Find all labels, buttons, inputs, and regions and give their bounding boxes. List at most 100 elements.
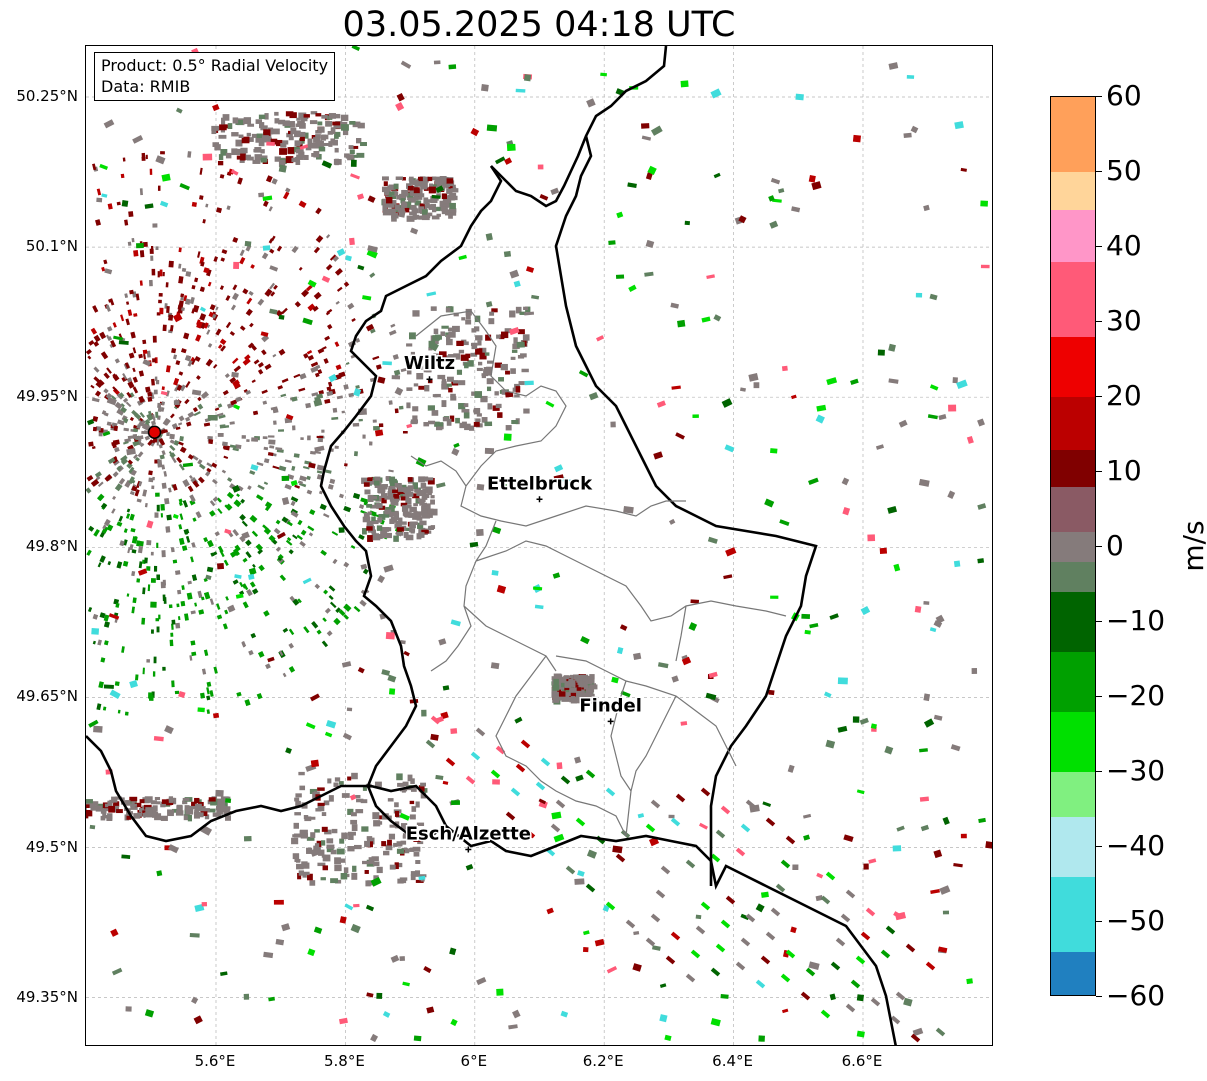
echo-pixel	[448, 331, 456, 338]
echo-pixel	[688, 622, 698, 631]
echo-pixel	[288, 642, 294, 649]
echo-pixel	[135, 674, 139, 681]
echo-pixel	[381, 497, 387, 504]
echo-pixel	[816, 872, 824, 879]
echo-pixel	[781, 365, 788, 372]
map-panel[interactable]: Wiltz Ettelbruck Findel Esch/Alzette	[85, 45, 993, 1046]
echo-pixel	[156, 574, 161, 580]
echo-pixel	[338, 1017, 348, 1025]
echo-pixel	[280, 143, 287, 148]
echo-pixel	[896, 825, 905, 832]
echo-pixel	[310, 366, 319, 373]
echo-pixel	[574, 756, 582, 764]
echo-pixel	[448, 64, 457, 70]
echo-pixel	[615, 274, 625, 279]
echo-pixel	[351, 772, 358, 780]
echo-pixel	[95, 219, 101, 226]
echo-pixel	[104, 268, 113, 275]
echo-pixel	[447, 194, 456, 201]
echo-pixel	[169, 444, 176, 452]
echo-pixel	[386, 532, 392, 539]
echo-pixel	[770, 177, 781, 185]
echo-pixel	[952, 377, 958, 384]
echo-pixel	[710, 1018, 721, 1027]
canton-boundaries	[410, 310, 787, 837]
echo-pixel	[659, 1014, 668, 1023]
echo-pixel	[123, 427, 130, 432]
echo-pixel	[216, 811, 223, 815]
echo-pixel	[222, 445, 227, 450]
echo-pixel	[388, 184, 395, 189]
echo-pixel	[491, 526, 502, 535]
echo-pixel	[94, 471, 102, 478]
echo-pixel	[309, 693, 320, 702]
echo-pixel	[423, 422, 430, 427]
echo-pixel	[328, 373, 338, 383]
echo-pixel	[299, 830, 305, 836]
echo-pixel	[232, 484, 241, 493]
colorbar-segment	[1051, 952, 1095, 995]
echo-pixel	[129, 490, 135, 496]
echo-pixel	[740, 823, 751, 833]
echo-pixel	[558, 696, 567, 701]
echo-pixel	[301, 116, 308, 122]
echo-pixel	[350, 159, 357, 167]
echo-pixel	[261, 349, 267, 356]
echo-pixel	[126, 377, 133, 383]
echo-pixel	[735, 961, 746, 971]
echo-pixel	[120, 406, 128, 414]
echo-pixel	[755, 979, 766, 989]
echo-pixel	[382, 485, 388, 490]
echo-pixel	[127, 435, 135, 440]
echo-pixel	[947, 490, 956, 499]
echo-pixel	[476, 528, 484, 537]
echo-pixel	[942, 910, 950, 915]
echo-pixel	[298, 771, 305, 776]
echo-pixel	[347, 302, 355, 310]
echo-pixel	[357, 666, 365, 674]
echo-pixel	[201, 901, 208, 907]
echo-pixel	[161, 386, 165, 391]
echo-pixel	[99, 555, 106, 563]
echo-pixel	[291, 396, 298, 402]
echo-pixel	[214, 144, 221, 151]
echo-pixel	[249, 470, 256, 476]
echo-pixel	[152, 223, 158, 228]
echo-pixel	[162, 271, 165, 277]
echo-pixel	[262, 436, 268, 440]
echo-pixel	[306, 873, 313, 881]
echo-pixel	[250, 464, 259, 471]
echo-pixel	[413, 207, 418, 213]
echo-pixel	[405, 527, 413, 531]
echo-pixel	[257, 362, 264, 368]
echo-pixel	[522, 334, 530, 341]
echo-pixel	[670, 302, 680, 309]
echo-pixel	[310, 832, 316, 838]
echo-pixel	[332, 139, 338, 146]
echo-pixel	[185, 807, 194, 815]
echo-pixel	[184, 355, 192, 362]
echo-pixel	[391, 212, 399, 219]
echo-pixel	[442, 197, 451, 204]
echo-pixel	[102, 430, 111, 437]
echo-pixel	[491, 570, 499, 576]
echo-pixel	[346, 707, 353, 712]
echo-pixel	[263, 951, 274, 959]
echo-pixel	[368, 857, 375, 864]
echo-pixel	[519, 311, 526, 315]
echo-pixel	[146, 520, 154, 529]
echo-pixel	[297, 872, 302, 880]
echo-pixel	[150, 255, 154, 261]
echo-pixel	[431, 194, 441, 199]
echo-pixel	[184, 416, 191, 422]
echo-pixel	[277, 385, 283, 390]
echo-pixel	[159, 269, 163, 277]
echo-pixel	[445, 383, 452, 387]
echo-pixel	[287, 121, 295, 128]
echo-pixel	[332, 407, 338, 413]
echo-pixel	[325, 121, 333, 127]
echo-pixel	[739, 387, 747, 392]
echo-pixel	[245, 137, 254, 142]
echo-pixel	[344, 463, 348, 467]
